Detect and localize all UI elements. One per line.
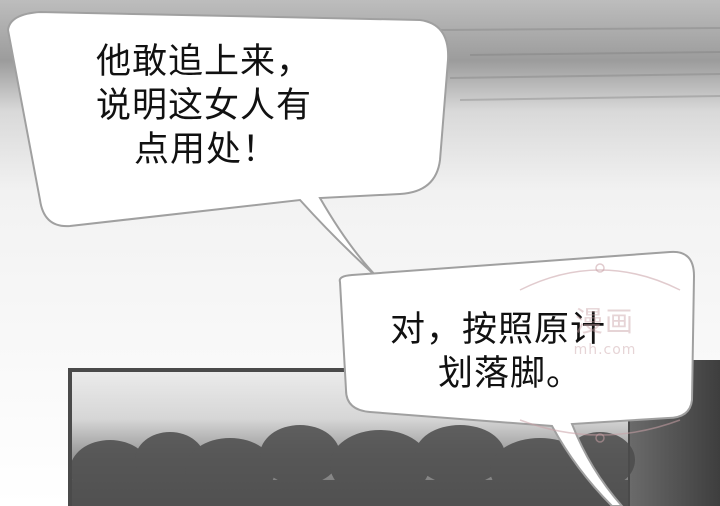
watermark-frame	[519, 263, 681, 443]
speech-line: 他敢追上来，	[96, 42, 313, 82]
site-watermark: 漫画 mh.com	[520, 300, 690, 358]
speed-lines	[439, 27, 720, 101]
speech-line: 说明这女人有	[96, 86, 313, 126]
speech-line: 划落脚。	[438, 354, 583, 394]
speech-text-1: 他敢追上来， 说明这女人有 点用处！	[96, 40, 312, 172]
speech-bubble-2	[338, 250, 696, 506]
speech-bubble-1	[6, 10, 450, 281]
watermark-url: mh.com	[573, 342, 637, 358]
speech-line: 点用处！	[134, 130, 279, 170]
speech-text-2: 对，按照原计 划落脚。	[390, 308, 606, 396]
watermark-title: 漫画	[574, 305, 635, 338]
speech-line: 对，按照原计	[390, 310, 607, 350]
